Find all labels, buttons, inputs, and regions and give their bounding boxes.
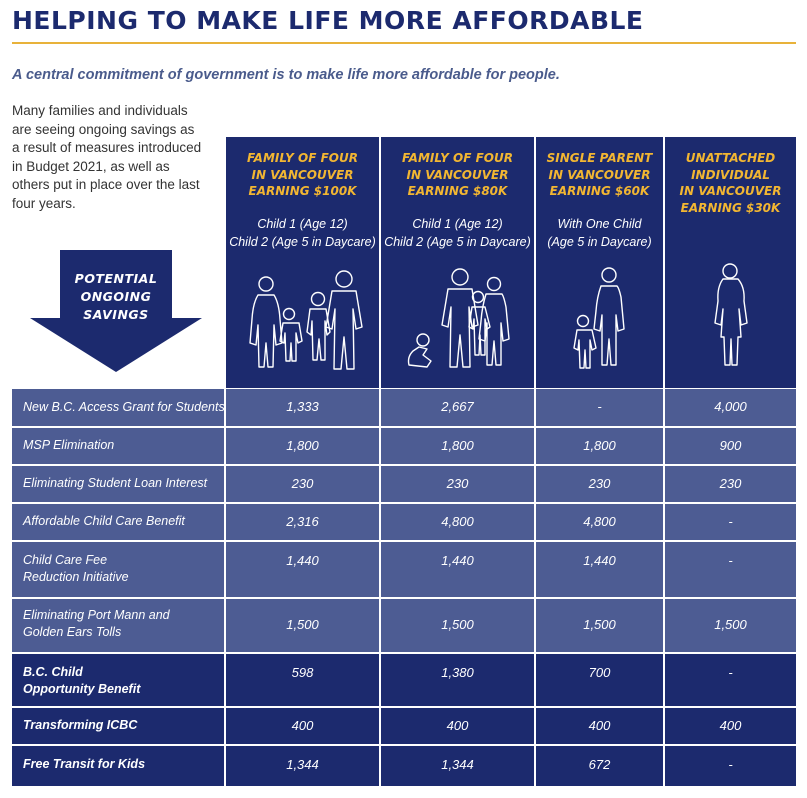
row-label: Eliminating Student Loan Interest — [23, 476, 208, 490]
column-divider — [534, 389, 536, 786]
individual-icon — [714, 263, 748, 366]
row-value: - — [728, 553, 733, 568]
column-header-individual-30k: UNATTACHED INDIVIDUAL IN VANCOUVER EARNI… — [665, 137, 796, 388]
row-label: Transforming ICBC — [23, 718, 138, 732]
row-value: 1,800 — [286, 438, 319, 453]
row-value: 1,344 — [441, 757, 474, 772]
table-row: Transforming ICBC 400 400 400 400 — [12, 708, 796, 744]
column-divider — [663, 389, 665, 786]
row-label: Eliminating Port Mann and Golden Ears To… — [23, 608, 170, 639]
row-value: 598 — [291, 665, 314, 680]
page-title: HELPING TO MAKE LIFE MORE AFFORDABLE — [12, 6, 644, 35]
row-value: 1,800 — [441, 438, 474, 453]
column-subtitle: With One Child (Age 5 in Daycare) — [547, 217, 652, 249]
intro-paragraph: Many families and individuals are seeing… — [12, 103, 202, 211]
column-divider — [379, 389, 381, 786]
table-row: Free Transit for Kids 1,344 1,344 672 - — [12, 746, 796, 786]
table-row: MSP Elimination 1,800 1,800 1,800 900 — [12, 428, 796, 464]
row-value: 1,800 — [583, 438, 616, 453]
row-value: - — [597, 399, 602, 414]
column-title: FAMILY OF FOUR IN VANCOUVER EARNING $100… — [247, 151, 358, 198]
column-header-single-parent-60k: SINGLE PARENT IN VANCOUVER EARNING $60K … — [536, 137, 663, 388]
row-value: 1,500 — [286, 617, 319, 632]
row-label: B.C. Child Opportunity Benefit — [23, 665, 141, 696]
row-value: 4,000 — [714, 399, 747, 414]
row-value: 1,333 — [286, 399, 319, 414]
row-value: 1,344 — [286, 757, 319, 772]
row-value: 400 — [588, 718, 611, 733]
table-row: New B.C. Access Grant for Students 1,333 2… — [12, 389, 796, 426]
row-value: 1,380 — [441, 665, 474, 680]
column-subtitle: Child 1 (Age 12) Child 2 (Age 5 in Dayca… — [384, 217, 531, 249]
column-subtitle: Child 1 (Age 12) Child 2 (Age 5 in Dayca… — [229, 217, 376, 249]
row-label: New B.C. Access Grant for Students — [23, 400, 225, 414]
row-value: 1,440 — [583, 553, 616, 568]
row-value: 700 — [588, 665, 611, 680]
row-value: 230 — [291, 476, 314, 491]
row-value: 2,667 — [441, 399, 474, 414]
row-value: 1,500 — [441, 617, 474, 632]
column-header-family-100k: FAMILY OF FOUR IN VANCOUVER EARNING $100… — [226, 137, 379, 388]
title-rule — [12, 42, 796, 44]
row-value: 1,500 — [714, 617, 747, 632]
row-value: 1,500 — [583, 617, 616, 632]
row-label: Child Care Fee Reduction Initiative — [23, 553, 129, 584]
column-title: UNATTACHED INDIVIDUAL IN VANCOUVER EARNI… — [679, 151, 782, 215]
row-value: 4,800 — [441, 514, 474, 529]
row-value: - — [728, 757, 733, 772]
row-value: 400 — [719, 718, 742, 733]
row-value: - — [728, 665, 733, 680]
column-header-family-80k: FAMILY OF FOUR IN VANCOUVER EARNING $80K… — [381, 137, 534, 388]
family-of-four-icon — [249, 270, 363, 370]
row-label: Affordable Child Care Benefit — [23, 514, 185, 528]
row-value: 230 — [719, 476, 742, 491]
arrow-label: POTENTIAL ONGOING SAVINGS — [74, 271, 158, 322]
row-value: 1,440 — [286, 553, 319, 568]
down-arrow-icon — [30, 250, 202, 372]
row-value: 230 — [588, 476, 611, 491]
row-value: - — [728, 514, 733, 529]
subtitle: A central commitment of government is to… — [12, 67, 560, 83]
row-value: 1,440 — [441, 553, 474, 568]
row-value: 230 — [446, 476, 469, 491]
single-parent-icon — [573, 267, 625, 369]
table-row: Eliminating Port Mann and Golden Ears To… — [12, 599, 796, 652]
table-row: B.C. Child Opportunity Benefit 598 1,380 70… — [12, 654, 796, 706]
column-title: SINGLE PARENT IN VANCOUVER EARNING $60K — [546, 151, 653, 198]
row-value: 2,316 — [286, 514, 319, 529]
row-value: 400 — [446, 718, 469, 733]
row-label: Free Transit for Kids — [23, 757, 146, 771]
table-row: Affordable Child Care Benefit 2,316 4,800 4… — [12, 504, 796, 540]
family-of-four-icon — [407, 268, 510, 368]
row-value: 400 — [291, 718, 314, 733]
column-title: FAMILY OF FOUR IN VANCOUVER EARNING $80K — [402, 151, 513, 198]
row-label: MSP Elimination — [23, 438, 115, 452]
row-value: 672 — [588, 757, 611, 772]
row-value: 4,800 — [583, 514, 616, 529]
table-row: Eliminating Student Loan Interest 230 230 2… — [12, 466, 796, 502]
row-value: 900 — [719, 438, 742, 453]
table-row: Child Care Fee Reduction Initiative 1,440… — [12, 542, 796, 597]
column-divider — [224, 389, 226, 786]
